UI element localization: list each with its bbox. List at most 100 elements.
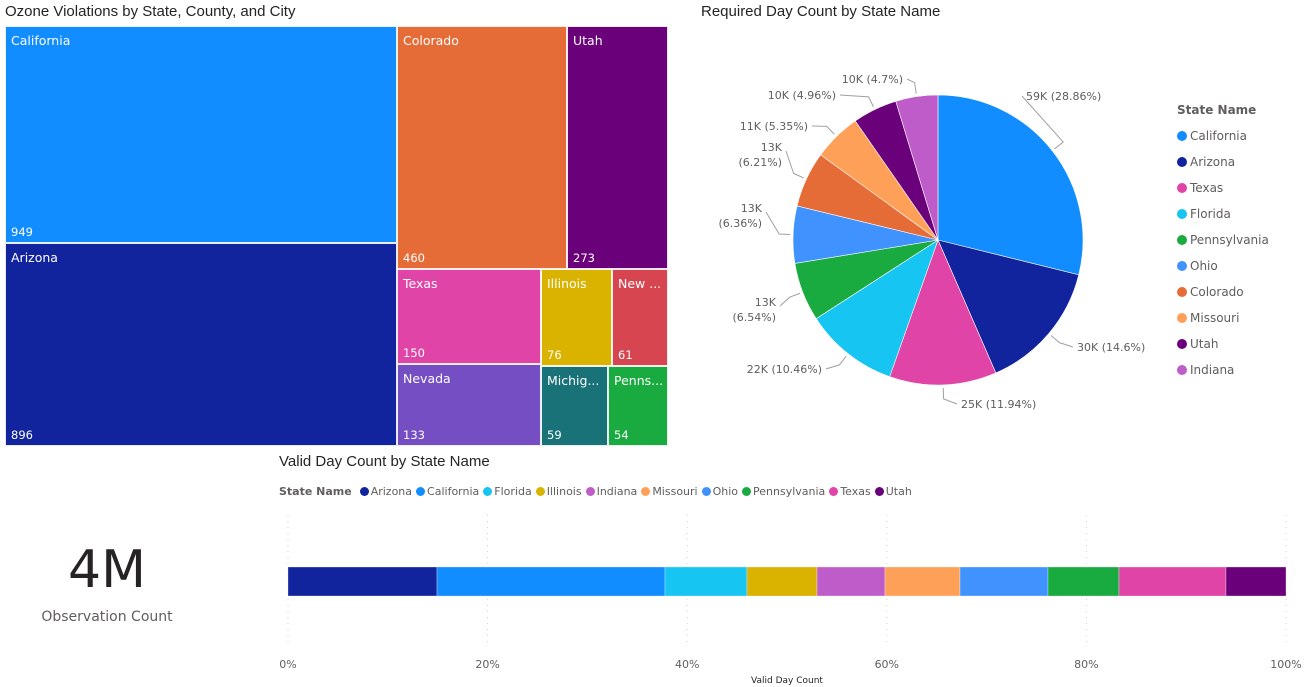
pie-leader-line xyxy=(906,78,917,94)
pie-legend-item[interactable]: Arizona xyxy=(1177,149,1269,175)
legend-dot-icon xyxy=(874,487,884,496)
pie-slice-arizona[interactable] xyxy=(937,239,1080,374)
pie-leader-line xyxy=(811,125,835,135)
pie-slice-florida[interactable] xyxy=(815,239,939,378)
treemap-tile[interactable]: Utah 273 xyxy=(567,26,668,269)
bar-legend-label: Florida xyxy=(494,485,532,498)
bar-segment-arizona[interactable] xyxy=(287,566,438,597)
pie-data-label: 22K (10.46%) xyxy=(747,363,822,376)
pie-data-label: 11K (5.35%) xyxy=(740,120,808,133)
pie-legend-label: Pennsylvania xyxy=(1190,233,1269,247)
treemap-tile[interactable]: Illinois 76 xyxy=(541,269,612,366)
treemap-tile[interactable]: Penns... 54 xyxy=(608,366,668,446)
pie-legend-label: Colorado xyxy=(1190,285,1244,299)
pie-legend-item[interactable]: Ohio xyxy=(1177,253,1269,279)
treemap-tile-label: New ... xyxy=(618,276,662,291)
pie-slice-texas[interactable] xyxy=(889,239,997,386)
bar-segment-illinois[interactable] xyxy=(746,566,818,597)
bar-legend-label: California xyxy=(427,485,480,498)
pie-legend-label: Florida xyxy=(1190,207,1231,221)
pie-data-label: 10K (4.96%) xyxy=(768,89,836,102)
pie-legend-label: Ohio xyxy=(1190,259,1218,273)
pie-leader-line xyxy=(1050,335,1074,348)
pie-legend-item[interactable]: Missouri xyxy=(1177,305,1269,331)
bar-x-tick-label: 100% xyxy=(1270,658,1301,671)
legend-dot-icon xyxy=(585,487,595,496)
bar-legend-title: State Name xyxy=(279,485,352,498)
pie-chart: 59K (28.86%) 30K (14.6%) 25K (11.94%) 22K (… xyxy=(718,73,1145,411)
treemap-tile-value: 460 xyxy=(403,251,425,265)
bar-segment-pennsylvania[interactable] xyxy=(1047,566,1120,597)
bar-segment-florida[interactable] xyxy=(664,566,748,597)
treemap-chart: California 949 Arizona 896 Colorado 460 Utah 27… xyxy=(5,26,668,446)
bar-legend-item[interactable]: Missouri xyxy=(641,485,698,498)
treemap-tile[interactable]: Texas 150 xyxy=(397,269,541,364)
treemap-tile-label: Nevada xyxy=(403,371,451,386)
treemap-tile-value: 150 xyxy=(403,346,425,360)
bar-legend-label: Texas xyxy=(840,485,871,498)
treemap-tile[interactable]: Arizona 896 xyxy=(5,243,397,446)
legend-dot-icon xyxy=(1177,261,1187,271)
legend-dot-icon xyxy=(1177,287,1187,297)
bar-legend-item[interactable]: Illinois xyxy=(535,485,582,498)
treemap-tile-label: Utah xyxy=(573,33,603,48)
pie-slice-california[interactable] xyxy=(937,94,1084,276)
treemap-tile[interactable]: New ... 61 xyxy=(612,269,668,366)
bar-legend-item[interactable]: Utah xyxy=(874,485,912,498)
bar-legend-label: Missouri xyxy=(652,485,698,498)
treemap-tile-label: Illinois xyxy=(547,276,587,291)
legend-dot-icon xyxy=(1177,313,1187,323)
legend-dot-icon xyxy=(1177,365,1187,375)
bar-legend-item[interactable]: Texas xyxy=(829,485,871,498)
treemap-tile-value: 133 xyxy=(403,428,425,442)
legend-dot-icon xyxy=(1177,339,1187,349)
pie-legend-label: Indiana xyxy=(1190,363,1235,377)
bar-legend-item[interactable]: Florida xyxy=(483,485,532,498)
treemap-tile[interactable]: Nevada 133 xyxy=(397,364,541,446)
bar-legend-item[interactable]: Indiana xyxy=(585,485,637,498)
pie-legend-label: Missouri xyxy=(1190,311,1240,325)
bar-legend-item[interactable]: Arizona xyxy=(359,485,412,498)
bar-title: Valid Day Count by State Name xyxy=(279,453,490,470)
treemap-tile-value: 59 xyxy=(547,428,562,442)
pie-legend-item[interactable]: Utah xyxy=(1177,331,1269,357)
legend-dot-icon xyxy=(641,487,651,496)
bar-legend-item[interactable]: Ohio xyxy=(701,485,739,498)
pie-legend-item[interactable]: Pennsylvania xyxy=(1177,227,1269,253)
bar-x-tick-label: 80% xyxy=(1074,658,1098,671)
treemap-tile-label: Colorado xyxy=(403,33,459,48)
pie-legend-item[interactable]: California xyxy=(1177,123,1269,149)
treemap-tile-value: 896 xyxy=(11,428,33,442)
pie-leader-line xyxy=(942,387,958,405)
pie-title: Required Day Count by State Name xyxy=(701,3,941,20)
treemap-tile[interactable]: Colorado 460 xyxy=(397,26,567,269)
treemap-tile[interactable]: California 949 xyxy=(5,26,397,243)
bar-x-tick-label: 40% xyxy=(675,658,699,671)
bar-legend-label: Illinois xyxy=(546,485,582,498)
legend-dot-icon xyxy=(829,487,839,496)
treemap-tile-value: 949 xyxy=(11,225,33,239)
treemap-tile[interactable]: Michig... 59 xyxy=(541,366,608,446)
bar-legend-item[interactable]: California xyxy=(416,485,479,498)
bar-segment-missouri[interactable] xyxy=(884,566,961,597)
pie-legend-item[interactable]: Colorado xyxy=(1177,279,1269,305)
bar-segment-utah[interactable] xyxy=(1225,566,1287,597)
pie-legend-item[interactable]: Texas xyxy=(1177,175,1269,201)
bar-segment-indiana[interactable] xyxy=(816,566,886,597)
treemap-tile-value: 61 xyxy=(618,348,633,362)
bar-segment-texas[interactable] xyxy=(1118,566,1227,597)
bar-legend-item[interactable]: Pennsylvania xyxy=(742,485,825,498)
bar-legend-label: Ohio xyxy=(712,485,739,498)
pie-leader-line xyxy=(1021,95,1064,150)
bar-segment-california[interactable] xyxy=(436,566,666,597)
treemap-tile-value: 273 xyxy=(573,251,595,265)
pie-legend-item[interactable]: Florida xyxy=(1177,201,1269,227)
pie-leader-line xyxy=(779,292,801,307)
legend-dot-icon xyxy=(483,487,493,496)
pie-legend-label: Arizona xyxy=(1190,155,1236,169)
bar-segment-ohio[interactable] xyxy=(959,566,1049,597)
pie-legend-item[interactable]: Indiana xyxy=(1177,357,1269,383)
treemap-tile-label: California xyxy=(11,33,71,48)
treemap-tile-label: Arizona xyxy=(11,250,58,265)
pie-slice-indiana[interactable] xyxy=(895,94,939,241)
